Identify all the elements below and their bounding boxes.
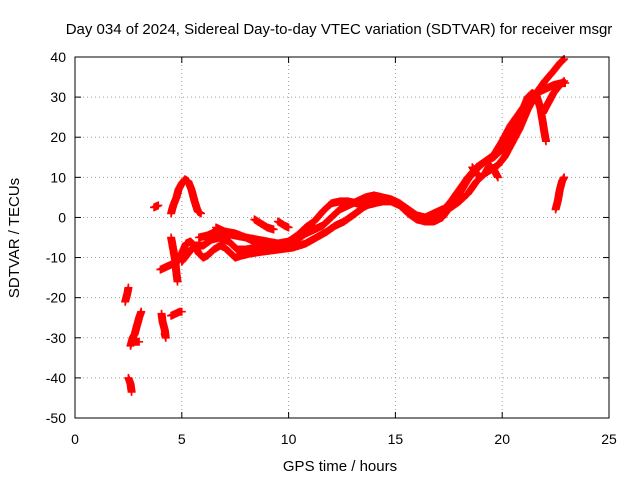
y-tick-label: -10 <box>46 250 66 266</box>
x-tick-label: 20 <box>494 431 510 447</box>
y-tick-labels: -50 -40 -30 -20 -10 0 10 20 30 40 <box>46 49 66 426</box>
x-tick-label: 5 <box>178 431 186 447</box>
plus-markers <box>121 55 570 396</box>
y-tick-label: 0 <box>58 209 66 225</box>
y-axis-label: SDTVAR / TECUs <box>6 178 23 298</box>
grid-lines <box>75 57 609 418</box>
tick-marks <box>74 56 610 419</box>
x-tick-label: 25 <box>601 431 617 447</box>
y-tick-label: -50 <box>46 410 66 426</box>
y-tick-label: -30 <box>46 330 66 346</box>
y-tick-label: 10 <box>50 169 66 185</box>
data-points <box>121 55 570 396</box>
x-axis-label: GPS time / hours <box>283 458 397 475</box>
y-tick-label: -20 <box>46 290 66 306</box>
y-tick-label: 40 <box>50 49 66 65</box>
x-tick-label: 15 <box>388 431 404 447</box>
x-tick-label: 0 <box>71 431 79 447</box>
y-tick-label: 30 <box>50 89 66 105</box>
x-tick-labels: 0 5 10 15 20 25 <box>71 431 617 447</box>
chart-title: Day 034 of 2024, Sidereal Day-to-day VTE… <box>66 21 613 38</box>
x-tick-label: 10 <box>281 431 297 447</box>
plot-frame <box>74 56 610 419</box>
y-tick-label: 20 <box>50 129 66 145</box>
y-tick-label: -40 <box>46 370 66 386</box>
